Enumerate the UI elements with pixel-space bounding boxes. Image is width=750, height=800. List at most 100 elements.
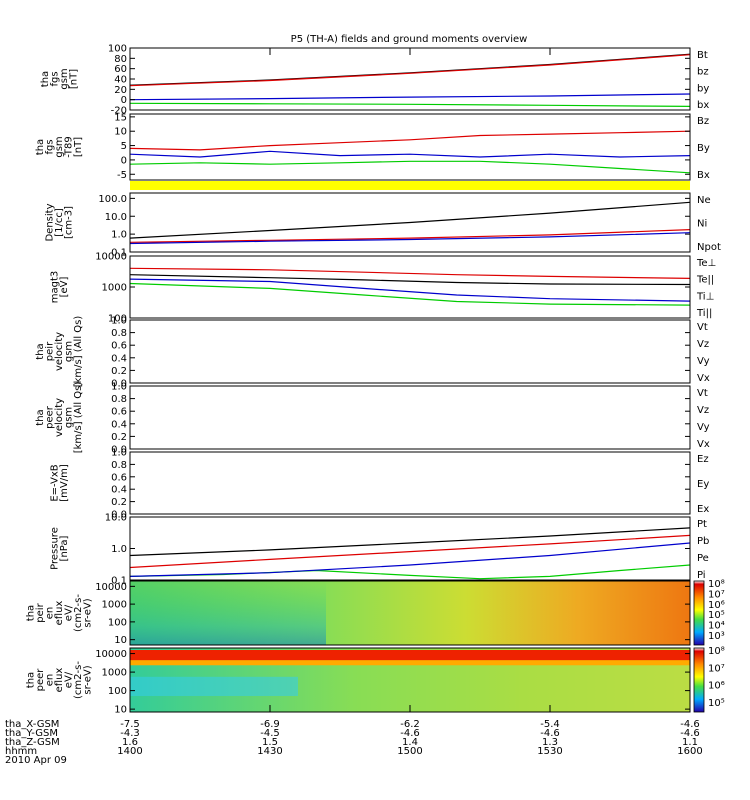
- y-tick-label: 1.0: [111, 544, 127, 555]
- legend-Ey: Ey: [697, 479, 709, 490]
- date-label: 2010 Apr 09: [5, 755, 67, 766]
- y-axis-label: E=-VxB: [49, 464, 60, 501]
- legend-Vt: Vt: [697, 322, 708, 333]
- y-tick-label: 1000: [102, 283, 127, 294]
- x-tick-label: -7.5: [120, 719, 140, 730]
- y-tick-label: 0.6: [111, 407, 127, 418]
- legend-Bz: Bz: [697, 116, 709, 127]
- y-tick-label: 1000: [102, 600, 127, 611]
- x-tick-label: 1.1: [682, 737, 698, 748]
- x-row-label: tha_Y-GSM: [5, 728, 58, 739]
- panel-frame: [129, 385, 691, 450]
- legend-Vt: Vt: [697, 388, 708, 399]
- y-tick-label: 0.1: [111, 576, 127, 587]
- y-tick-label: 100: [108, 44, 127, 55]
- y-axis-label: Pressure: [49, 527, 60, 570]
- series-line-Bx: [129, 150, 691, 158]
- panel-frame: [129, 319, 691, 384]
- series-line-Bz: [129, 130, 691, 151]
- y-tick-label: 15: [114, 112, 127, 123]
- series-line-Ni: [129, 201, 691, 239]
- y-tick-label: 5: [121, 141, 127, 152]
- legend-by: by: [697, 83, 709, 94]
- colorbar-tick-label: 10⁶: [708, 681, 725, 692]
- y-axis-label: [km/s] (All Qs): [73, 316, 84, 388]
- panel-temp: 10000 1000 100 magt3[eV] Te⊥ Te|| Ti⊥ Ti||: [49, 252, 716, 325]
- x-row-label: hhmm: [5, 746, 37, 757]
- legend-Vy: Vy: [697, 356, 710, 367]
- colorbar-tick-label: 10⁷: [708, 663, 725, 674]
- y-axis-label: tha: [40, 71, 51, 87]
- legend-Ti||: Ti||: [696, 308, 712, 319]
- y-axis-label: sr-eV): [83, 598, 94, 627]
- x-tick-label: -4.6: [540, 728, 560, 739]
- series-line-Bt: [129, 53, 691, 86]
- colorbar-tick-label: 10⁸: [708, 646, 725, 657]
- legend-Ti⊥: Ti⊥: [696, 291, 714, 302]
- panel-frame: [129, 451, 691, 515]
- series-line-Ti||: [129, 282, 691, 306]
- y-tick-label: 1.0: [111, 316, 127, 327]
- series-line-Ne: [129, 229, 691, 243]
- y-tick-label: 0.0: [111, 510, 127, 521]
- legend-Ex: Ex: [697, 504, 709, 515]
- legend-Ne: Ne: [697, 195, 711, 206]
- y-tick-label: 40: [114, 75, 127, 86]
- y-tick-label: 80: [114, 54, 127, 65]
- y-axis-label: en: [45, 674, 56, 687]
- x-tick-label: 1530: [537, 746, 562, 757]
- y-tick-label: 0.8: [111, 394, 127, 405]
- legend-By: By: [697, 143, 710, 154]
- panel-frame: [129, 580, 691, 646]
- y-tick-label: 10: [114, 705, 127, 716]
- x-tick-label: 1400: [117, 746, 142, 757]
- y-tick-label: -5: [117, 170, 127, 181]
- x-tick-label: -6.2: [400, 719, 420, 730]
- y-axis-label: [km/s] (All Qs): [73, 382, 84, 454]
- x-tick-label: 1.4: [402, 737, 418, 748]
- panel-peir_vel: 1.00.80.60.40.20.0thapeirvelocitygsm[km/…: [35, 316, 710, 390]
- legend-Pi: Pi: [697, 570, 706, 581]
- legend-Vx: Vx: [697, 373, 710, 384]
- y-tick-label: 100: [108, 617, 127, 628]
- panels: 100806040200-20thafgsgsm[nT]Btbzbybx1510…: [26, 44, 725, 716]
- x-tick-label: -4.6: [400, 728, 420, 739]
- y-tick-label: 0.8: [111, 328, 127, 339]
- y-axis-label: (cm2-s-: [73, 661, 84, 699]
- y-axis-label: tha: [35, 409, 46, 425]
- x-tick-label: 1.6: [122, 737, 138, 748]
- legend-Bx: Bx: [697, 170, 710, 181]
- y-axis-label: [eV]: [59, 277, 70, 298]
- colorbar-tick-label: 10⁷: [708, 589, 725, 600]
- panel-density: 100.0 10.0 1.0 0.1 Density[1/cc][cm-3] Ne Ni Np…: [45, 192, 721, 259]
- series-line-by: [129, 102, 691, 107]
- y-axis-label: (cm2-s-: [73, 594, 84, 632]
- y-tick-label: 10.0: [105, 212, 127, 223]
- y-tick-label: 1.0: [111, 230, 127, 241]
- y-axis-label: [mV/m]: [59, 464, 70, 502]
- y-axis-label: peer: [45, 405, 56, 429]
- legend-bz: bz: [697, 67, 709, 78]
- legend-Te||: Te||: [696, 275, 714, 286]
- y-axis-label: velocity: [54, 332, 65, 371]
- y-tick-label: 0: [121, 155, 127, 166]
- y-tick-label: 1.0: [111, 448, 127, 459]
- y-tick-label: 0.0: [111, 445, 127, 456]
- y-tick-label: 0.1: [111, 248, 127, 259]
- x-tick-label: 1500: [397, 746, 422, 757]
- legend-Pe: Pe: [697, 553, 709, 564]
- panel-pressure: 10.0 1.0 0.1 Pressure[nPa] Pt Pb Pe Pi: [49, 513, 709, 587]
- panel-frame: [129, 47, 691, 111]
- series-line-Te⊥: [129, 267, 691, 279]
- panel-frame: [129, 113, 691, 181]
- plot-title: P5 (TH-A) fields and ground moments over…: [291, 34, 528, 45]
- spectrogram-high-energy-band: [130, 650, 690, 661]
- x-tick-label: -4.5: [260, 728, 280, 739]
- y-tick-label: 0.0: [111, 379, 127, 390]
- colorbar-tick-label: 10⁶: [708, 600, 725, 611]
- x-row-label: tha_Z-GSM: [5, 737, 60, 748]
- y-axis-label: gsm: [54, 136, 65, 157]
- x-tick-label: 1430: [257, 746, 282, 757]
